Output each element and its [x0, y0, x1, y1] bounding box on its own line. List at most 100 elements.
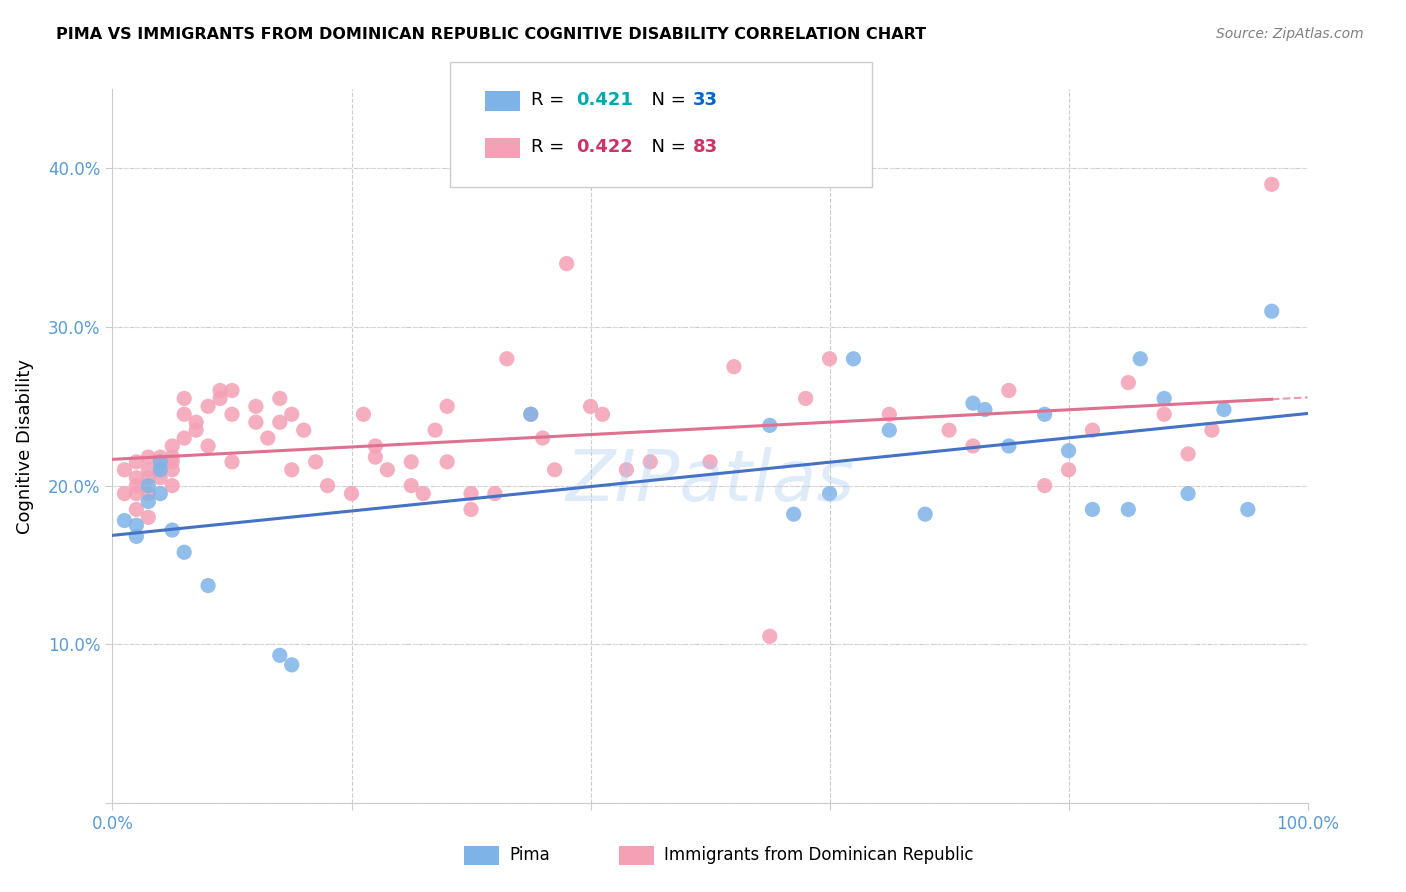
Point [173, 407, 195, 421]
Point [197, 578, 219, 592]
Point [149, 450, 172, 464]
Point [1033, 478, 1056, 492]
Point [1177, 486, 1199, 500]
Point [138, 510, 160, 524]
Point [173, 392, 195, 406]
Point [257, 431, 280, 445]
Point [162, 450, 183, 464]
Point [316, 478, 339, 492]
Point [125, 502, 148, 516]
Point [173, 545, 195, 559]
Point [460, 486, 482, 500]
Point [818, 351, 841, 366]
Point [640, 455, 662, 469]
Point [149, 463, 172, 477]
Text: R =: R = [531, 91, 571, 109]
Point [125, 486, 148, 500]
Point [1129, 351, 1152, 366]
Point [138, 463, 160, 477]
Point [1177, 447, 1199, 461]
Point [281, 657, 304, 672]
Point [138, 478, 160, 492]
Point [209, 384, 232, 398]
Point [138, 494, 160, 508]
Point [197, 439, 219, 453]
Point [879, 407, 901, 421]
Point [149, 471, 172, 485]
Point [699, 455, 721, 469]
Point [1261, 178, 1284, 192]
Point [364, 439, 387, 453]
Point [1153, 407, 1175, 421]
Point [162, 523, 183, 537]
Point [352, 407, 374, 421]
Point [592, 407, 614, 421]
Point [401, 455, 423, 469]
Point [616, 463, 638, 477]
Point [292, 423, 315, 437]
Point [1118, 502, 1140, 516]
Point [281, 407, 304, 421]
Point [914, 507, 936, 521]
Point [1261, 304, 1284, 318]
Text: Source: ZipAtlas.com: Source: ZipAtlas.com [1216, 27, 1364, 41]
Point [723, 359, 745, 374]
Point [149, 486, 172, 500]
Point [782, 507, 804, 521]
Point [245, 400, 267, 414]
Point [520, 407, 543, 421]
Point [269, 415, 291, 429]
Point [1081, 502, 1104, 516]
Point [340, 486, 363, 500]
Point [401, 478, 423, 492]
Point [962, 396, 984, 410]
Point [162, 439, 183, 453]
Point [1118, 376, 1140, 390]
Point [364, 450, 387, 464]
Point [759, 418, 782, 433]
Point [138, 486, 160, 500]
Point [245, 415, 267, 429]
Point [114, 486, 135, 500]
Point [531, 431, 554, 445]
Point [173, 431, 195, 445]
Point [1201, 423, 1223, 437]
Point [125, 518, 148, 533]
Point [520, 407, 543, 421]
Point [938, 423, 960, 437]
Point [759, 629, 782, 643]
Point [138, 471, 160, 485]
Point [998, 439, 1021, 453]
Point [1153, 392, 1175, 406]
Point [186, 415, 208, 429]
Point [818, 486, 841, 500]
Point [162, 478, 183, 492]
Point [794, 392, 817, 406]
Point [221, 407, 243, 421]
Text: 83: 83 [693, 138, 718, 156]
Point [162, 455, 183, 469]
Text: ZIPatlas: ZIPatlas [565, 447, 855, 516]
Text: Pima: Pima [509, 847, 550, 864]
Point [1057, 443, 1080, 458]
Point [436, 455, 458, 469]
Point [149, 455, 172, 469]
Point [125, 471, 148, 485]
Point [162, 463, 183, 477]
Point [460, 502, 482, 516]
Point [842, 351, 865, 366]
Point [281, 463, 304, 477]
Text: Immigrants from Dominican Republic: Immigrants from Dominican Republic [664, 847, 973, 864]
Point [484, 486, 506, 500]
Point [269, 648, 291, 663]
Point [1057, 463, 1080, 477]
Point [197, 400, 219, 414]
Text: N =: N = [640, 91, 692, 109]
Point [138, 450, 160, 464]
Point [436, 400, 458, 414]
Point [114, 514, 135, 528]
Point [149, 455, 172, 469]
Y-axis label: Cognitive Disability: Cognitive Disability [17, 359, 34, 533]
Point [579, 400, 602, 414]
Point [496, 351, 519, 366]
